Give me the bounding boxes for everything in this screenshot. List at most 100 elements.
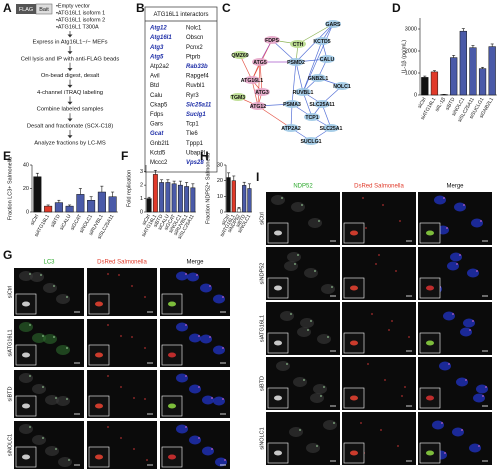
arrow-head — [67, 51, 73, 55]
nucleus — [460, 327, 472, 337]
puncta — [286, 363, 288, 365]
nucleus — [215, 457, 227, 467]
interactor: Atg12 — [149, 26, 167, 32]
interactor: Ruvbl1 — [186, 83, 205, 89]
inset-bacterium — [350, 395, 358, 401]
y-tick-label: 1000 — [405, 70, 417, 76]
bar — [421, 77, 429, 96]
bar — [184, 186, 190, 213]
puncta — [327, 336, 329, 338]
construct: •Empty vector — [56, 3, 90, 9]
row-label: siBTD — [259, 376, 265, 391]
bar — [190, 187, 196, 213]
nucleus — [213, 396, 225, 406]
node-label: KCTD5 — [313, 39, 330, 45]
interactor: Obscn — [186, 35, 203, 41]
puncta — [391, 320, 393, 322]
interactor: Gars — [150, 122, 163, 128]
y-tick-label: 0 — [140, 209, 143, 215]
puncta — [55, 448, 57, 450]
network-edge — [297, 23, 334, 45]
puncta — [299, 429, 301, 431]
puncta — [55, 397, 57, 399]
network-node — [252, 58, 268, 66]
x-tick-label: siCtrl — [417, 97, 428, 110]
puncta — [378, 254, 380, 256]
nucleus — [432, 420, 444, 430]
inset-bacterium — [274, 395, 282, 401]
puncta — [303, 379, 305, 381]
inset-bacterium — [274, 230, 282, 236]
interactor: Rab33b — [186, 64, 208, 70]
puncta — [198, 335, 200, 337]
nucleus — [456, 377, 468, 387]
puncta — [42, 386, 44, 388]
interactor: Ubap2l — [186, 150, 205, 156]
puncta — [211, 397, 213, 399]
puncta — [120, 437, 122, 439]
nucleus — [202, 446, 214, 456]
cell-signal — [276, 361, 290, 371]
puncta — [365, 227, 367, 229]
nucleus — [452, 427, 464, 437]
puncta — [297, 254, 299, 256]
arrow-head — [67, 84, 73, 88]
node-label: NOLC1 — [333, 84, 351, 90]
cell-signal — [308, 218, 322, 228]
interactor: Nolc1 — [186, 26, 202, 32]
bar — [226, 177, 231, 213]
x-tick-label: siCtrl — [141, 214, 152, 227]
network-edge — [257, 105, 292, 129]
network-edge — [257, 61, 261, 107]
cell-signal — [19, 373, 33, 383]
y-tick-label: 1 — [140, 196, 143, 202]
nucleus — [176, 424, 188, 434]
interactor: Atg5 — [149, 54, 164, 60]
arrow-head — [67, 118, 73, 122]
puncta — [40, 274, 42, 276]
bar — [478, 68, 487, 96]
puncta — [404, 386, 406, 388]
inset-bacterium — [426, 450, 434, 456]
nucleus — [189, 384, 201, 394]
nucleus — [471, 218, 483, 228]
puncta — [144, 398, 146, 400]
inset-bacterium — [22, 301, 30, 307]
bar — [152, 174, 158, 213]
y-tick-label: 2 — [140, 183, 143, 189]
y-tick-label: 20 — [217, 178, 223, 184]
y-tick-label: 3 — [140, 169, 143, 175]
bar — [242, 185, 247, 213]
workflow-step: Express in Atg16L1−/− MEFs — [32, 40, 107, 46]
interactor: Avil — [150, 74, 160, 80]
bait-text: Bait — [39, 7, 49, 13]
puncta — [211, 448, 213, 450]
workflow-step: Combine labeled samples — [37, 107, 104, 113]
puncta — [478, 445, 480, 447]
flag-text: FLAG — [19, 7, 33, 13]
network-edge — [295, 23, 334, 63]
puncta — [367, 363, 369, 365]
puncta — [320, 395, 322, 397]
puncta — [465, 379, 467, 381]
inset-bacterium — [22, 352, 30, 358]
inset-bacterium — [350, 450, 358, 456]
network-edge — [291, 61, 297, 105]
inset-bacterium — [168, 301, 176, 307]
y-tick-label: 40 — [23, 162, 29, 168]
nucleus — [450, 252, 462, 262]
channel-header: Merge — [446, 184, 464, 190]
puncta — [120, 335, 122, 337]
bar — [231, 180, 236, 213]
workflow-step: On-bead digest, desalt — [41, 73, 100, 79]
interactor: Rapgef4 — [186, 74, 209, 80]
puncta — [198, 437, 200, 439]
interactor: Tppp1 — [186, 141, 204, 147]
network-edge — [302, 91, 313, 118]
bar — [488, 46, 496, 96]
puncta — [222, 347, 224, 349]
puncta — [29, 426, 31, 428]
inset-bacterium — [168, 403, 176, 409]
bar — [97, 191, 106, 213]
